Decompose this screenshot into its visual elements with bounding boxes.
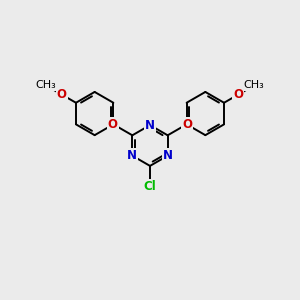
Text: O: O bbox=[108, 118, 118, 130]
Text: CH₃: CH₃ bbox=[244, 80, 264, 91]
Text: O: O bbox=[182, 118, 192, 130]
Text: N: N bbox=[145, 118, 155, 132]
Text: O: O bbox=[233, 88, 243, 101]
Text: O: O bbox=[57, 88, 67, 101]
Text: N: N bbox=[163, 149, 173, 162]
Text: CH₃: CH₃ bbox=[36, 80, 56, 91]
Text: Cl: Cl bbox=[144, 180, 156, 194]
Text: N: N bbox=[127, 149, 137, 162]
